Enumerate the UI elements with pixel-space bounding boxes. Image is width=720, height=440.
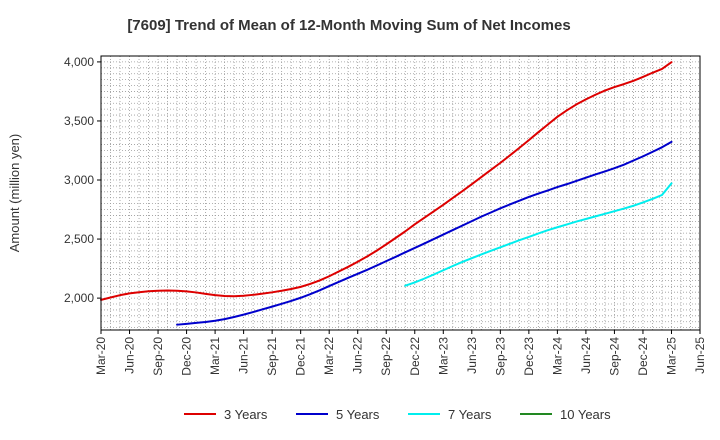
x-tick-label: Dec-23 [522, 337, 536, 376]
series-layer [100, 61, 673, 326]
x-tick-label: Sep-23 [493, 337, 507, 376]
y-tick-label: 2,500 [64, 232, 94, 246]
x-tick-label: Dec-20 [180, 337, 194, 376]
x-tick-label: Jun-23 [465, 337, 479, 374]
legend-label-3-years: 3 Years [224, 407, 268, 422]
x-tick-label: Mar-25 [664, 337, 678, 375]
legend-label-10-years: 10 Years [560, 407, 611, 422]
x-tick-label: Dec-24 [636, 337, 650, 376]
y-tick-label: 4,000 [64, 55, 94, 69]
x-tick-label: Jun-22 [351, 337, 365, 374]
x-tick-label: Sep-24 [607, 337, 621, 376]
x-tick-label: Jun-24 [579, 337, 593, 374]
x-tick-label: Mar-24 [550, 337, 564, 375]
plot-frame [100, 55, 701, 331]
x-ticks: Mar-20 Jun-20 Sep-20 Dec-20 Mar-21 Jun-21 Sep-… [94, 330, 707, 376]
series-line-7-years [404, 182, 673, 287]
y-tick-label: 3,500 [64, 114, 94, 128]
legend-label-5-years: 5 Years [336, 407, 380, 422]
y-tick-label: 2,000 [64, 291, 94, 305]
series-line-3-years [100, 61, 673, 301]
y-ticks: 2,000 2,500 3,000 3,500 4,000 [64, 55, 101, 305]
x-tick-label: Mar-20 [94, 337, 108, 375]
legend: 3 Years 5 Years 7 Years 10 Years [184, 407, 611, 422]
x-tick-label: Jun-21 [237, 337, 251, 374]
x-tick-label: Mar-22 [322, 337, 336, 375]
grid [101, 56, 700, 330]
x-tick-label: Mar-23 [436, 337, 450, 375]
x-tick-label: Sep-22 [379, 337, 393, 376]
y-tick-label: 3,000 [64, 173, 94, 187]
x-tick-label: Dec-21 [294, 337, 308, 376]
x-tick-label: Jun-20 [123, 337, 137, 374]
chart-title: [7609] Trend of Mean of 12-Month Moving … [127, 17, 570, 34]
x-tick-label: Dec-22 [408, 337, 422, 376]
series-line-5-years [176, 140, 673, 326]
y-axis-label: Amount (million yen) [7, 134, 22, 253]
x-tick-label: Mar-21 [208, 337, 222, 375]
x-tick-label: Jun-25 [693, 337, 707, 374]
legend-label-7-years: 7 Years [448, 407, 492, 422]
x-tick-label: Sep-20 [151, 337, 165, 376]
x-tick-label: Sep-21 [265, 337, 279, 376]
